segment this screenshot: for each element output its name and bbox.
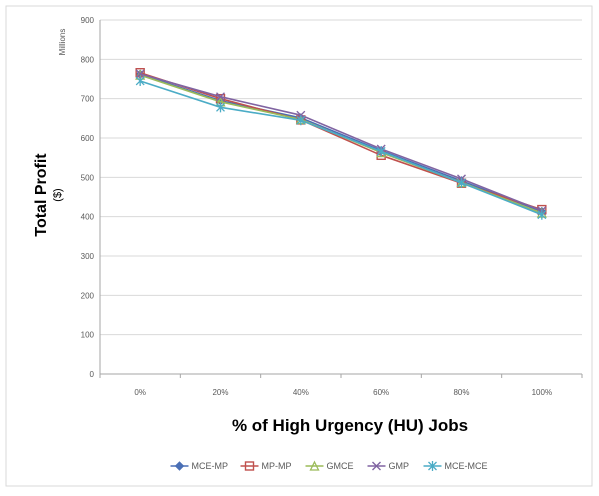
y-tick-label: 0 — [90, 370, 95, 379]
legend-marker — [244, 461, 255, 471]
chart-border — [5, 5, 593, 487]
data-point — [135, 69, 145, 79]
data-point — [537, 209, 547, 220]
y-tick-label: 300 — [81, 252, 95, 261]
legend-label: GMP — [389, 461, 410, 471]
legend-marker — [428, 461, 437, 471]
series-layer — [135, 68, 547, 220]
x-tick-label: 60% — [373, 388, 389, 397]
y-tick-label: 600 — [81, 134, 95, 143]
y-tick-label: 800 — [81, 55, 95, 64]
data-point — [216, 92, 225, 102]
x-tick-label: 40% — [293, 388, 309, 397]
legend-marker — [174, 461, 185, 471]
data-point — [135, 75, 145, 86]
x-tick-label: 80% — [453, 388, 469, 397]
legend-marker — [309, 460, 320, 471]
y-tick-label: 200 — [81, 291, 95, 300]
legend-item: MCE-MP — [170, 461, 229, 471]
data-point — [216, 102, 225, 113]
legend-label: GMCE — [327, 461, 354, 471]
legend-label: MCE-MCE — [445, 461, 488, 471]
series-line — [139, 80, 543, 216]
legend-item: GMP — [367, 461, 410, 471]
x-tick-label: 0% — [134, 388, 146, 397]
y-tick-labels: 0 100 200 300 400 500 600 700 800 900 — [81, 16, 95, 379]
y-axis-unit: ($) — [52, 188, 64, 201]
legend-label: MCE-MP — [192, 461, 229, 471]
series-line — [139, 73, 543, 212]
legend-item: MP-MP — [240, 461, 292, 471]
legend-item: MCE-MCE — [423, 461, 488, 471]
legend-marker — [372, 461, 381, 471]
y-tick-label: 500 — [81, 173, 95, 182]
series-mce-mce — [135, 75, 547, 220]
y-tick-label: 100 — [81, 331, 95, 340]
x-tick-label: 20% — [212, 388, 228, 397]
x-tick-labels: 0% 20% 40% 60% 80% 100% — [99, 374, 583, 397]
y-units-label: Millions — [58, 29, 67, 56]
x-tick-label: 100% — [532, 388, 552, 397]
data-point — [376, 146, 386, 157]
legend: MCE-MP MP-MP GMCE GMP MCE-MCE — [170, 460, 488, 471]
y-axis-title: Total Profit — [33, 153, 50, 237]
data-point — [296, 115, 306, 126]
x-axis-title: % of High Urgency (HU) Jobs — [232, 416, 468, 435]
series-line — [139, 73, 543, 213]
y-tick-label: 700 — [81, 95, 95, 104]
y-tick-label: 900 — [81, 16, 95, 25]
legend-item: GMCE — [305, 460, 354, 471]
data-point — [457, 177, 466, 188]
y-tick-label: 400 — [81, 213, 95, 222]
legend-label: MP-MP — [262, 461, 292, 471]
